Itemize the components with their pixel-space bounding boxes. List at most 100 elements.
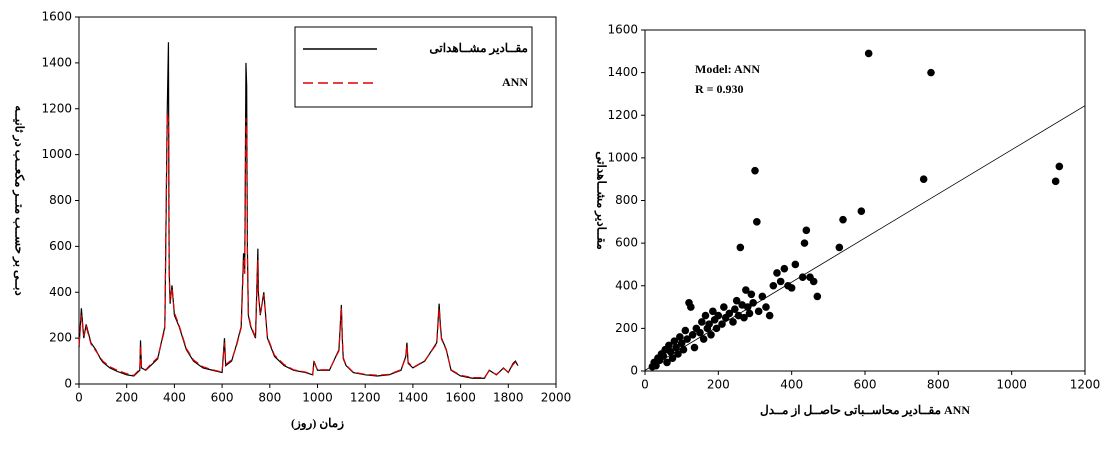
scatter-point — [773, 269, 781, 277]
fit-line — [644, 105, 1086, 371]
scatter-point — [701, 311, 710, 320]
y-tick-label: 1200 — [41, 101, 72, 115]
y-tick-label: 1400 — [41, 55, 72, 69]
scatter-point — [809, 277, 818, 286]
scatter-point — [776, 277, 785, 286]
y-axis-label: مقــادیر مشــاهداتی — [593, 151, 608, 250]
scatter-point — [677, 339, 686, 348]
scatter-point — [679, 345, 688, 354]
scatter-point — [709, 307, 717, 316]
scatter-point — [754, 307, 763, 316]
y-tick-label: 200 — [615, 321, 638, 335]
scatter-point — [676, 333, 684, 341]
scatter-point — [745, 309, 754, 318]
x-tick-label: 1400 — [398, 391, 429, 405]
scatter-point — [663, 358, 671, 367]
scatter-point — [787, 284, 796, 292]
scatter-point — [712, 324, 721, 333]
scatter-point — [802, 226, 811, 235]
x-tick-label: 0 — [641, 378, 649, 392]
y-tick-label: 800 — [49, 193, 72, 207]
scatter-point — [743, 303, 752, 311]
scatter-point — [765, 311, 774, 320]
x-tick-label: 2000 — [541, 391, 572, 405]
scatter-point — [670, 337, 679, 345]
y-axis-label: دبــی بر حســب متــر مکعــب در ثانیــه — [11, 105, 26, 296]
series-line — [78, 42, 519, 379]
scatter-point — [731, 305, 739, 313]
y-tick-label: 600 — [49, 239, 72, 253]
x-tick-label: 400 — [163, 391, 186, 405]
scatter-point — [698, 318, 706, 326]
y-tick-label: 1000 — [41, 147, 72, 161]
y-tick-label: 0 — [64, 377, 72, 391]
scatter-point — [714, 311, 723, 320]
scatter-point — [705, 320, 713, 328]
x-tick-label: 1000 — [996, 378, 1027, 392]
x-axis-label: مقــادیر محاســباتی حاصــل از مــدل ANN — [760, 403, 970, 418]
y-tick-label: 600 — [615, 236, 638, 250]
legend-label: مقــادیر مشــاهداتی — [429, 41, 528, 56]
scatter-point — [681, 326, 690, 335]
x-tick-label: 1600 — [445, 391, 476, 405]
scatter-point — [857, 207, 866, 215]
scatter-point — [696, 328, 704, 337]
scatter-point — [839, 215, 847, 224]
scatter-point — [1051, 177, 1060, 186]
scatter-point — [798, 273, 807, 282]
scatter-point — [652, 361, 660, 370]
scatter-point — [780, 264, 789, 273]
y-tick-label: 400 — [615, 278, 638, 292]
scatter-point — [835, 243, 844, 252]
x-tick-label: 1000 — [302, 391, 333, 405]
scatter-point — [751, 166, 759, 175]
x-tick-label: 200 — [115, 391, 138, 405]
x-tick-label: 1200 — [1070, 378, 1101, 392]
x-tick-label: 0 — [75, 391, 83, 405]
scatter-point — [674, 350, 682, 358]
scatter-point — [758, 292, 767, 301]
y-tick-label: 200 — [49, 331, 72, 345]
x-tick-label: 200 — [707, 378, 730, 392]
series-line — [78, 113, 519, 379]
y-tick-label: 800 — [615, 193, 638, 207]
y-tick-label: 1200 — [607, 108, 638, 122]
scatter-point — [919, 175, 928, 183]
scatter-point — [736, 243, 745, 252]
x-tick-label: 600 — [211, 391, 234, 405]
scatter-point — [791, 260, 800, 269]
x-tick-label: 1800 — [493, 391, 524, 405]
annotation: R = 0.930 — [695, 82, 744, 96]
x-tick-label: 1200 — [350, 391, 381, 405]
scatter-point — [668, 354, 677, 363]
scatter-point — [1055, 162, 1064, 171]
scatter-point — [665, 341, 673, 350]
x-tick-label: 800 — [927, 378, 950, 392]
scatter-point — [720, 303, 728, 311]
y-tick-label: 1600 — [41, 10, 72, 24]
scatter-point — [813, 292, 822, 301]
scatter-point — [732, 296, 741, 305]
scatter-point — [725, 309, 734, 318]
scatter-point — [729, 318, 737, 326]
scatter-point — [672, 343, 680, 352]
scatter-point — [707, 330, 715, 339]
scatter-point — [699, 335, 708, 343]
legend-label: ANN — [502, 75, 528, 89]
scatter-point — [690, 343, 699, 352]
scatter-point — [718, 320, 726, 328]
scatter-point — [747, 290, 756, 299]
scatter-point — [688, 330, 697, 339]
y-tick-label: 400 — [49, 285, 72, 299]
x-tick-label: 400 — [780, 378, 803, 392]
scatter-point — [742, 286, 750, 294]
annotation: Model: ANN — [695, 62, 760, 76]
y-tick-label: 0 — [630, 364, 638, 378]
scatter-point — [666, 348, 675, 356]
scatter-point — [753, 218, 761, 226]
x-tick-label: 800 — [258, 391, 281, 405]
scatter-point — [762, 303, 770, 311]
scatter-point — [800, 239, 809, 247]
